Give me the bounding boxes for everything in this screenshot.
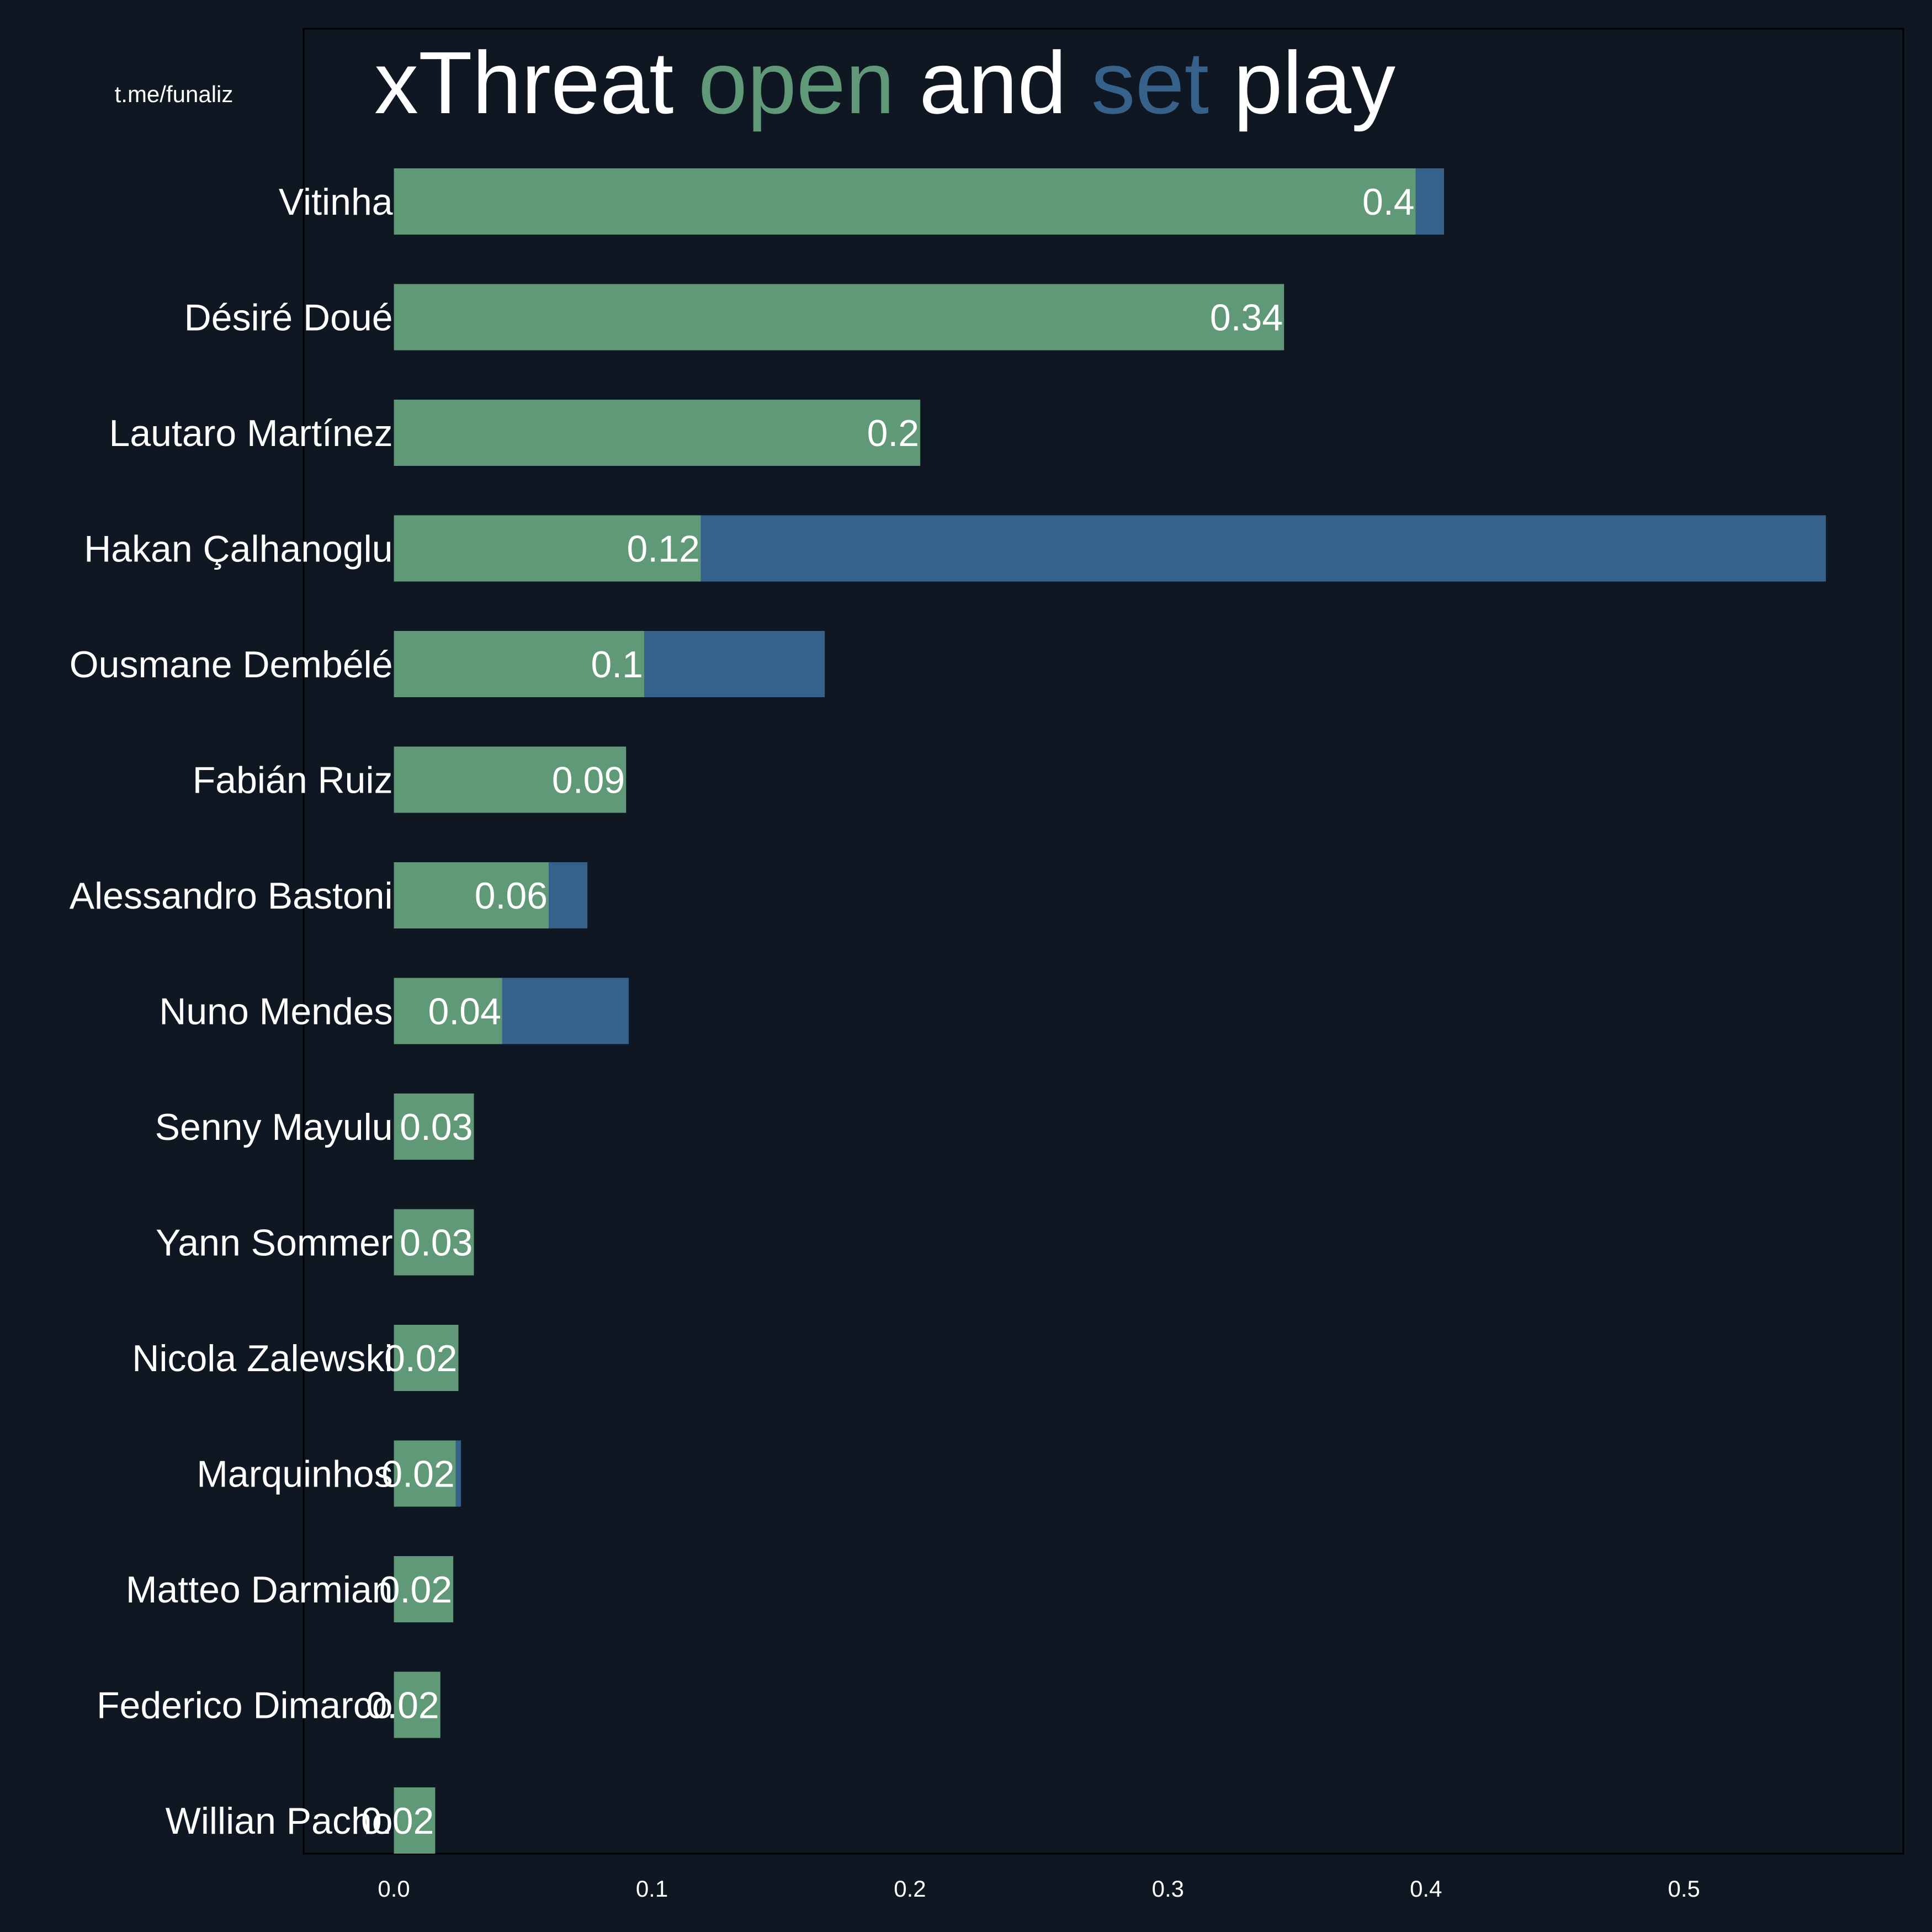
title-part-1: open <box>698 33 895 132</box>
chart-title: xThreat open and set play <box>374 33 1395 132</box>
category-label-0: Vitinha <box>279 181 393 223</box>
bar-open-14 <box>394 1787 436 1854</box>
value-label-9: 0.03 <box>400 1222 473 1264</box>
title-part-4: play <box>1209 33 1395 132</box>
category-label-13: Federico Dimarco <box>97 1685 393 1727</box>
value-label-8: 0.03 <box>400 1106 473 1148</box>
bar-open-7 <box>394 978 502 1044</box>
bar-set-6 <box>549 862 588 928</box>
bars-layer <box>394 168 1826 1854</box>
category-label-9: Yann Sommer <box>156 1222 393 1264</box>
bar-open-6 <box>394 862 549 928</box>
bar-open-1 <box>394 284 1285 351</box>
x-axis-ticks: 0.0 0.1 0.2 0.3 0.4 0.5 <box>378 1876 1700 1902</box>
x-tick-label-2: 0.2 <box>894 1876 926 1902</box>
title-part-0: xThreat <box>374 33 698 132</box>
value-label-13: 0.02 <box>366 1685 439 1727</box>
bar-open-4 <box>394 631 644 697</box>
bar-set-3 <box>700 515 1826 582</box>
value-label-0: 0.4 <box>1362 181 1415 223</box>
category-label-2: Lautaro Martínez <box>109 412 393 454</box>
category-label-11: Marquinhos <box>197 1453 392 1495</box>
category-label-5: Fabián Ruiz <box>193 760 393 802</box>
bar-open-10 <box>394 1325 459 1391</box>
category-labels: Vitinha Désiré Doué Lautaro Martínez Hakan … <box>70 181 393 1842</box>
category-label-1: Désiré Doué <box>184 297 393 339</box>
bar-open-0 <box>394 168 1416 235</box>
value-labels: 0.4 0.34 0.2 0.12 0.1 0.09 0.06 0.04 0.03 0.03 0.0… <box>361 181 1415 1842</box>
category-label-4: Ousmane Dembélé <box>70 644 393 686</box>
x-tick-label-3: 0.3 <box>1152 1876 1184 1902</box>
value-label-10: 0.02 <box>384 1337 457 1379</box>
value-label-5: 0.09 <box>552 760 625 802</box>
title-part-2: and <box>895 33 1091 132</box>
value-label-6: 0.06 <box>475 875 548 917</box>
bar-set-7 <box>502 978 629 1044</box>
bar-open-9 <box>394 1209 474 1276</box>
value-label-2: 0.2 <box>867 412 920 454</box>
title-part-3: set <box>1091 33 1209 132</box>
category-label-6: Alessandro Bastoni <box>70 875 393 917</box>
watermark: t.me/funaliz <box>115 81 233 107</box>
x-tick-label-1: 0.1 <box>636 1876 668 1902</box>
category-label-8: Senny Mayulu <box>155 1106 393 1148</box>
value-label-14: 0.02 <box>361 1800 434 1842</box>
value-label-3: 0.12 <box>627 528 699 570</box>
bar-set-0 <box>1415 168 1444 235</box>
bar-open-11 <box>394 1440 456 1507</box>
value-label-11: 0.02 <box>381 1453 454 1495</box>
bar-open-5 <box>394 746 627 813</box>
category-label-14: Willian Pacho <box>166 1800 393 1842</box>
category-label-7: Nuno Mendes <box>159 991 392 1033</box>
bar-open-13 <box>394 1671 440 1738</box>
x-tick-label-0: 0.0 <box>378 1876 410 1902</box>
bar-set-4 <box>644 631 825 697</box>
x-tick-label-5: 0.5 <box>1668 1876 1700 1902</box>
bar-set-11 <box>455 1440 461 1507</box>
value-label-1: 0.34 <box>1210 297 1283 339</box>
bar-open-12 <box>394 1556 454 1622</box>
x-tick-label-4: 0.4 <box>1410 1876 1442 1902</box>
category-label-12: Matteo Darmian <box>126 1569 393 1611</box>
bar-open-3 <box>394 515 701 582</box>
bar-open-2 <box>394 400 921 466</box>
category-label-3: Hakan Çalhanoglu <box>84 528 393 570</box>
bar-open-8 <box>394 1094 474 1160</box>
plot-frame <box>302 28 1904 1855</box>
category-label-10: Nicola Zalewski <box>132 1337 392 1379</box>
value-label-4: 0.1 <box>591 644 643 686</box>
value-label-7: 0.04 <box>428 991 501 1033</box>
value-label-12: 0.02 <box>379 1569 452 1611</box>
